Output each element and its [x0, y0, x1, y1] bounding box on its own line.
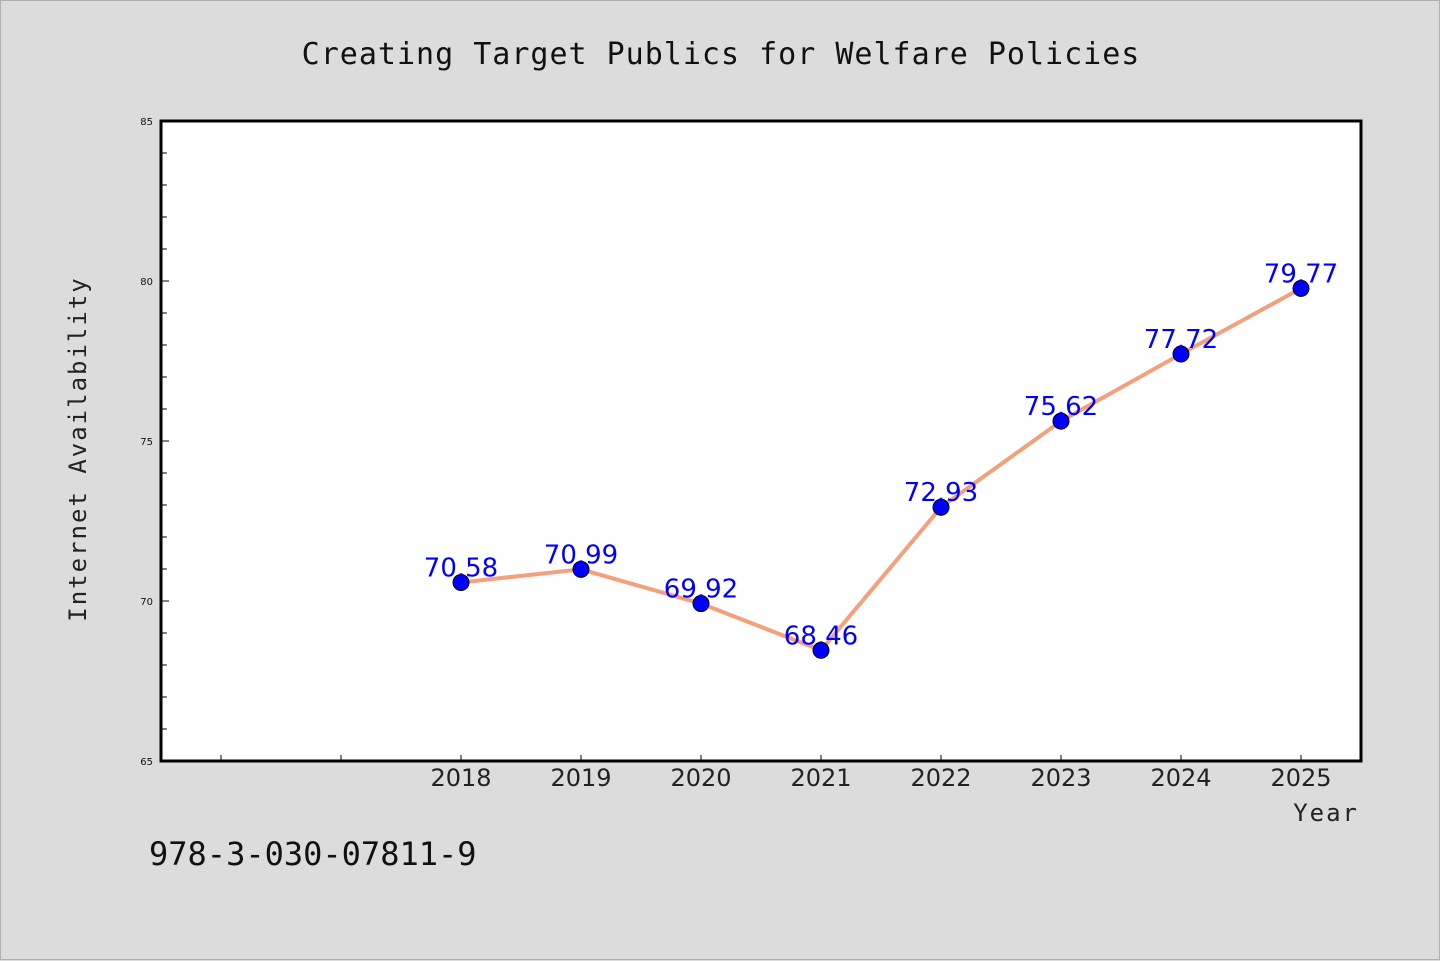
x-axis: 2018 2019 2020 2021 2022 2023 2024 2025 — [220, 755, 1332, 792]
y-tick-label: 80 — [140, 277, 153, 288]
data-label: 79.77 — [1264, 259, 1338, 289]
data-point — [1172, 345, 1190, 363]
y-axis: 65 70 75 80 85 — [140, 117, 169, 768]
x-axis-label: Year — [1293, 799, 1359, 827]
data-point — [932, 498, 950, 516]
data-point — [812, 641, 830, 659]
x-tick-label: 2023 — [1030, 764, 1091, 792]
plot-area — [159, 119, 1363, 763]
data-point — [692, 595, 710, 613]
data-label: 68.46 — [784, 621, 858, 651]
data-point — [452, 573, 470, 591]
x-tick-label: 2019 — [550, 764, 611, 792]
series-line — [460, 286, 1302, 653]
data-label: 70.58 — [424, 553, 498, 583]
data-label: 70.99 — [544, 540, 618, 570]
x-tick-label: 2024 — [1150, 764, 1211, 792]
data-label: 77.72 — [1144, 325, 1218, 355]
x-tick-label: 2025 — [1270, 764, 1331, 792]
data-point — [572, 560, 590, 578]
data-label: 72.93 — [904, 478, 978, 508]
data-label: 75.62 — [1024, 392, 1098, 422]
y-tick-label: 85 — [140, 117, 153, 128]
x-tick-label: 2022 — [910, 764, 971, 792]
data-labels: 70.58 70.99 69.92 68.46 72.93 75.62 77.72 79.77 — [424, 259, 1338, 651]
y-tick-label: 65 — [140, 757, 153, 768]
data-label: 69.92 — [664, 575, 738, 605]
isbn-text: 978-3-030-07811-9 — [149, 835, 477, 873]
y-tick-label: 70 — [140, 597, 153, 608]
x-tick-label: 2021 — [790, 764, 851, 792]
data-point — [1292, 279, 1310, 297]
x-tick-label: 2020 — [670, 764, 731, 792]
x-tick-label: 2018 — [430, 764, 491, 792]
chart-title: Creating Target Publics for Welfare Poli… — [302, 37, 1141, 72]
y-tick-label: 75 — [140, 437, 153, 448]
data-markers — [452, 279, 1310, 659]
data-point — [1052, 412, 1070, 430]
y-axis-label: Internet Availability — [64, 276, 92, 621]
